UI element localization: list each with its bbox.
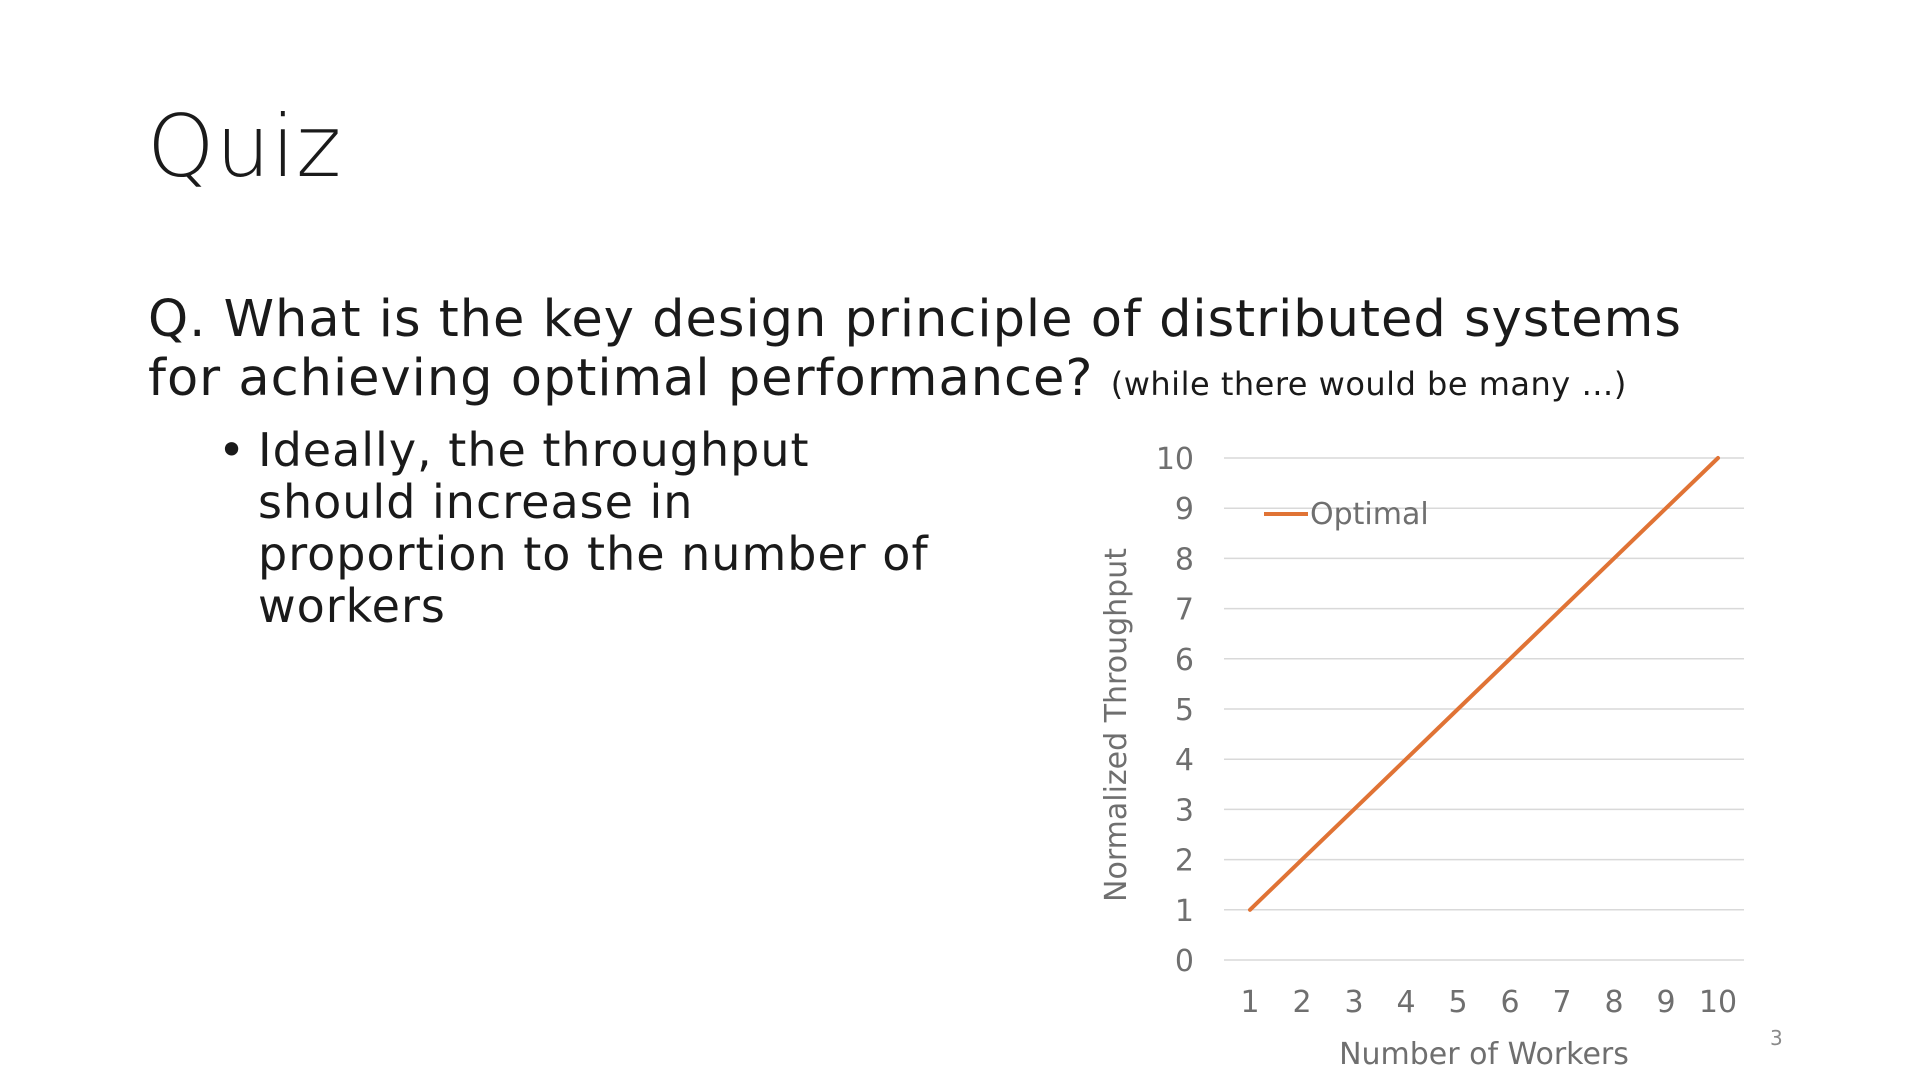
page-number: 3 <box>1770 1026 1783 1050</box>
y-tick-label: 9 <box>1175 492 1194 527</box>
x-tick-label: 3 <box>1344 985 1363 1020</box>
y-tick-label: 6 <box>1175 643 1194 678</box>
question-aside: (while there would be many …) <box>1110 365 1627 403</box>
x-tick-label: 6 <box>1500 985 1519 1020</box>
x-tick-label: 7 <box>1552 985 1571 1020</box>
y-tick-label: 0 <box>1175 944 1194 979</box>
question-main: Q. What is the key design principle of d… <box>148 290 1682 408</box>
series-lines <box>1248 456 1720 912</box>
x-axis-label: Number of Workers <box>1339 1037 1629 1070</box>
x-tick-label: 8 <box>1604 985 1623 1020</box>
legend-label-optimal: Optimal <box>1310 497 1429 532</box>
x-tick-label: 4 <box>1396 985 1415 1020</box>
y-tick-label: 5 <box>1175 693 1194 728</box>
y-axis-label: Normalized Throughput <box>1099 548 1134 902</box>
y-tick-label: 4 <box>1175 743 1194 778</box>
bullet-item: • Ideally, the throughput should increas… <box>218 424 978 632</box>
x-tick-labels: 1 2 3 4 5 6 7 8 9 10 <box>1240 985 1737 1020</box>
chart-legend: Optimal <box>1264 497 1429 532</box>
slide-title: Quiz <box>147 97 343 197</box>
y-tick-label: 2 <box>1175 844 1194 879</box>
y-tick-label: 1 <box>1175 894 1194 929</box>
y-tick-labels: 0 1 2 3 4 5 6 7 8 9 10 <box>1156 442 1194 979</box>
y-tick-label: 3 <box>1175 793 1194 828</box>
bullet-text: Ideally, the throughput should increase … <box>258 423 929 633</box>
question-text: Q. What is the key design principle of d… <box>148 290 1768 414</box>
x-tick-label: 10 <box>1699 985 1737 1020</box>
grid-lines <box>1224 457 1744 961</box>
y-tick-label: 10 <box>1156 442 1194 477</box>
y-tick-label: 8 <box>1175 542 1194 577</box>
x-tick-label: 5 <box>1448 985 1467 1020</box>
x-tick-label: 1 <box>1240 985 1259 1020</box>
bullet-dot-icon: • <box>218 423 247 477</box>
y-tick-label: 7 <box>1175 593 1194 628</box>
x-tick-label: 9 <box>1656 985 1675 1020</box>
x-tick-label: 2 <box>1292 985 1311 1020</box>
series-line-optimal <box>1248 456 1720 912</box>
